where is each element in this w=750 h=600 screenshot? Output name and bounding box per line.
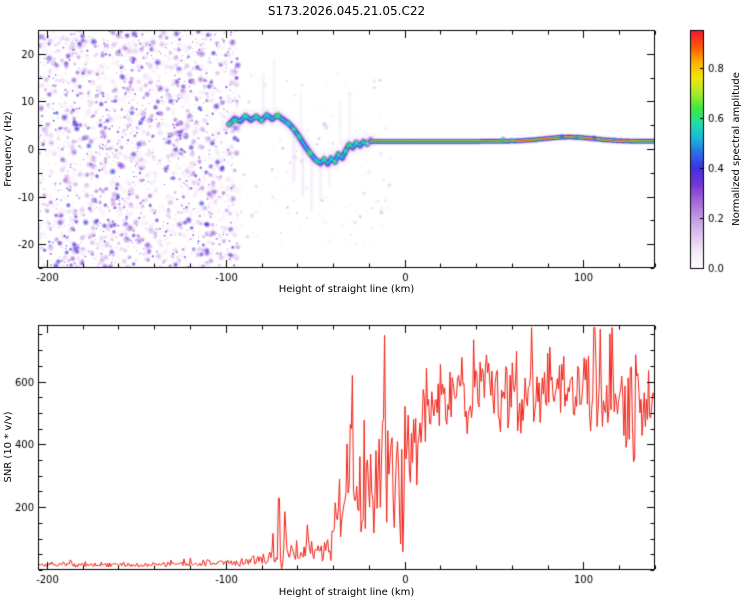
figure-title: S173.2026.045.21.05.C22 bbox=[267, 4, 426, 18]
snr-ylabel: SNR (10 * v/v) bbox=[3, 411, 14, 483]
colorbar-label: Normalized spectral amplitude bbox=[731, 72, 742, 226]
snr-xlabel: Height of straight line (km) bbox=[278, 587, 415, 598]
spectrogram-xlabel: Height of straight line (km) bbox=[278, 284, 415, 295]
spectrogram-ylabel: Frequency (Hz) bbox=[3, 111, 14, 187]
